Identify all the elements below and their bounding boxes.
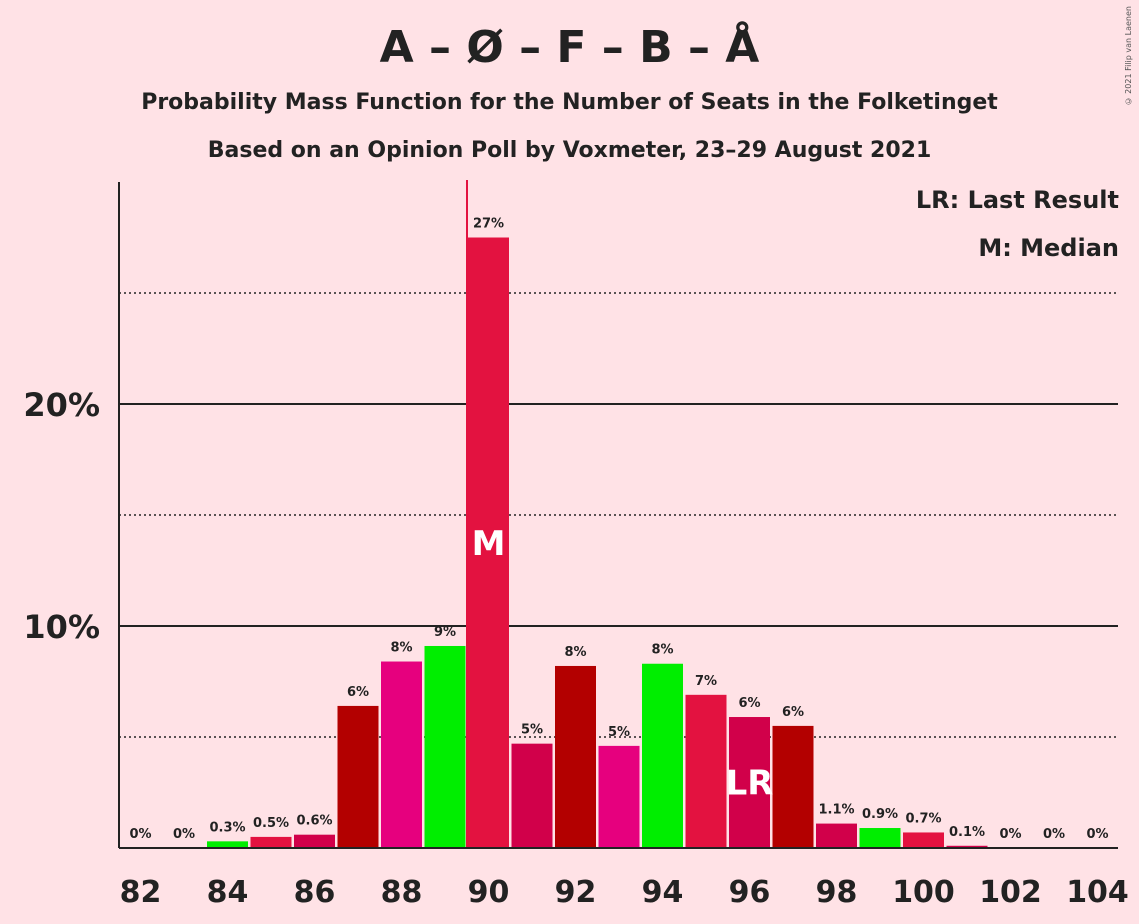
chart-title: A – Ø – F – B – Å <box>379 22 760 73</box>
bar-label-97: 6% <box>782 705 804 720</box>
x-tick-label: 88 <box>381 875 423 910</box>
bar-label-92: 8% <box>564 645 586 660</box>
bar-92 <box>555 665 596 848</box>
last-result-marker: LR <box>726 764 774 804</box>
bar-label-89: 9% <box>434 625 456 640</box>
bar-85 <box>250 836 292 848</box>
bar-94 <box>642 663 683 848</box>
x-tick-label: 104 <box>1066 875 1129 910</box>
legend-last-result: LR: Last Result <box>915 186 1119 214</box>
chart-source: Based on an Opinion Poll by Voxmeter, 23… <box>207 138 932 163</box>
bar-label-93: 5% <box>608 725 630 740</box>
bar-label-90: 27% <box>473 217 504 232</box>
bar-99 <box>859 828 901 848</box>
bar-label-94: 8% <box>651 643 673 658</box>
bar-label-85: 0.5% <box>253 816 289 831</box>
bar-label-99: 0.9% <box>862 807 898 822</box>
bar-101 <box>946 845 988 848</box>
bar-label-86: 0.6% <box>296 814 332 829</box>
bar-label-104: 0% <box>1086 827 1108 842</box>
x-tick-label: 98 <box>816 875 858 910</box>
x-tick-label: 100 <box>892 875 955 910</box>
bar-93 <box>598 745 640 848</box>
bar-label-102: 0% <box>999 827 1021 842</box>
bar-95 <box>685 694 727 848</box>
bar-89 <box>424 645 466 848</box>
x-tick-label: 90 <box>468 875 510 910</box>
x-tick-label: 82 <box>120 875 162 910</box>
bar-97 <box>772 725 814 848</box>
bar-label-103: 0% <box>1043 827 1065 842</box>
bar-84 <box>207 841 248 848</box>
bar-label-100: 0.7% <box>905 811 941 826</box>
bar-100 <box>903 832 944 848</box>
bar-label-84: 0.3% <box>209 820 245 835</box>
legend-median: M: Median <box>978 234 1119 262</box>
chart-subtitle: Probability Mass Function for the Number… <box>141 90 998 115</box>
bar-label-101: 0.1% <box>949 825 985 840</box>
bar-91 <box>511 743 553 848</box>
bar-98 <box>816 823 857 848</box>
y-tick-label: 10% <box>23 608 100 646</box>
bar-90 <box>468 237 509 848</box>
bar-label-82: 0% <box>129 827 151 842</box>
x-tick-label: 92 <box>555 875 597 910</box>
bar-label-91: 5% <box>521 723 543 738</box>
bar-label-98: 1.1% <box>818 803 854 818</box>
bar-label-87: 6% <box>347 685 369 700</box>
bar-label-96: 6% <box>738 696 760 711</box>
x-tick-label: 96 <box>729 875 771 910</box>
bar-86 <box>294 834 335 848</box>
median-marker: M <box>472 524 506 564</box>
x-tick-label: 86 <box>294 875 336 910</box>
bar-label-83: 0% <box>173 827 195 842</box>
x-tick-label: 102 <box>979 875 1042 910</box>
y-tick-label: 20% <box>23 386 100 424</box>
x-tick-label: 94 <box>642 875 684 910</box>
bar-87 <box>337 705 379 848</box>
bar-label-88: 8% <box>390 641 412 656</box>
bar-label-95: 7% <box>695 674 717 689</box>
x-tick-label: 84 <box>207 875 249 910</box>
bar-88 <box>381 661 422 848</box>
bar-96 <box>729 717 770 848</box>
